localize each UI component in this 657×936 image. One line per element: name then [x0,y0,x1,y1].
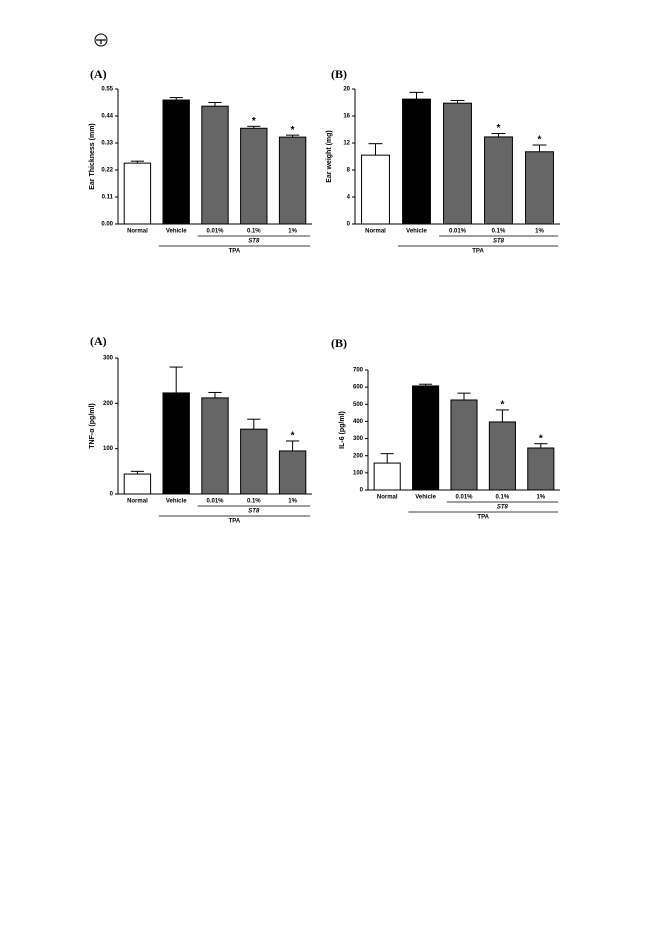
y-axis-label: IL-6 (pg/ml) [339,411,346,449]
bar [443,102,472,225]
bar [402,98,431,225]
x-tick-label: 0.1% [496,495,510,501]
y-tick-label: 700 [353,368,364,374]
bar [484,136,513,225]
y-tick-label: 16 [343,114,350,120]
bar [373,462,401,491]
significance-mark: * [539,433,543,444]
x-tick-label: Normal [377,495,398,501]
y-tick-label: 12 [343,141,350,147]
subgroup-label: ST8 [497,505,509,511]
bar [123,473,152,495]
subgroup-label: ST8 [493,239,505,245]
x-tick-label: 0.1% [247,229,261,235]
x-tick-label: Vehicle [166,229,187,235]
x-tick-label: 1% [535,229,544,235]
y-tick-label: 200 [353,453,364,459]
panel-label: (B) [331,67,347,81]
y-tick-label: 20 [343,87,350,93]
x-tick-label: Vehicle [415,495,436,501]
x-tick-label: 1% [288,499,297,505]
x-tick-label: 0.1% [247,499,261,505]
x-tick-label: 0.01% [206,499,224,505]
x-tick-label: 0.1% [492,229,506,235]
y-tick-label: 100 [103,446,114,452]
significance-mark: * [497,123,501,134]
bar [488,421,516,491]
group-label: TPA [229,519,241,525]
panel-label: (A) [90,334,107,348]
bar [450,399,478,491]
y-tick-label: 0.44 [101,114,113,120]
bar [201,105,229,225]
y-tick-label: 0 [110,492,114,498]
bar [527,447,555,491]
y-tick-label: 0.55 [101,87,113,93]
bar [240,428,268,495]
group-label: TPA [477,515,489,521]
y-tick-label: 300 [353,436,364,442]
x-tick-label: Normal [365,229,386,235]
y-tick-label: 600 [353,385,364,391]
subgroup-label: ST8 [248,509,260,515]
significance-mark: * [291,125,295,136]
y-tick-label: 400 [353,419,364,425]
y-tick-label: 0.22 [101,168,113,174]
y-tick-label: 0.00 [101,222,113,228]
y-tick-label: 0.11 [102,195,114,201]
group-label: TPA [472,249,484,255]
y-tick-label: 0.33 [101,141,113,147]
x-tick-label: Vehicle [166,499,187,505]
x-tick-label: Normal [127,499,148,505]
y-tick-label: 200 [103,401,114,407]
y-tick-label: 300 [103,356,114,362]
y-axis-label: TNF-α (pg/ml) [89,403,96,449]
y-tick-label: 8 [347,168,351,174]
bar [201,397,229,495]
x-tick-label: Vehicle [406,229,427,235]
y-tick-label: 500 [353,402,364,408]
bar [278,450,307,495]
significance-mark: * [291,431,295,442]
bar [412,385,440,491]
bar [525,151,554,225]
logo [94,33,108,47]
subgroup-label: ST8 [248,239,260,245]
bar [162,392,190,495]
y-tick-label: 100 [353,470,364,476]
panel-label: (B) [331,336,347,350]
y-axis-label: Ear Thickness (mm) [89,123,96,190]
bar [361,154,390,225]
group-label: TPA [229,249,241,255]
significance-mark: * [252,116,256,127]
y-tick-label: 4 [347,195,351,201]
y-tick-label: 0 [360,488,364,494]
y-axis-label: Ear weight (mg) [326,130,333,183]
x-tick-label: 0.01% [449,229,467,235]
bar [240,127,268,225]
x-tick-label: Normal [127,229,148,235]
bar [278,136,307,225]
y-tick-label: 0 [347,222,351,228]
significance-mark: * [538,135,542,146]
x-tick-label: 0.01% [455,495,473,501]
significance-mark: * [500,400,504,411]
x-tick-label: 1% [288,229,297,235]
panel-label: (A) [90,67,107,81]
x-tick-label: 1% [536,495,545,501]
bar [162,99,190,225]
x-tick-label: 0.01% [206,229,224,235]
bar [123,162,152,225]
